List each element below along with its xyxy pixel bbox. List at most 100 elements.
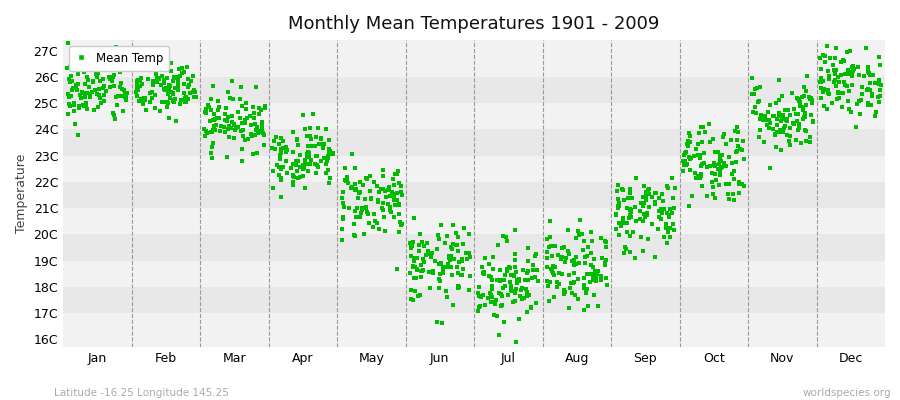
Point (118, 94, 132, 100)
Point (151, 76, 166, 82)
Point (581, 244, 596, 251)
Point (201, 102, 215, 109)
Point (562, 304, 577, 311)
Point (255, 124, 269, 130)
Point (419, 240, 434, 246)
Point (248, 127, 263, 134)
Point (544, 218, 558, 224)
Point (541, 298, 555, 304)
Point (374, 186, 388, 192)
Point (70, 132, 85, 138)
Point (681, 143, 696, 149)
Point (508, 226, 522, 233)
Point (66, 85, 80, 92)
Point (644, 221, 659, 228)
Point (176, 81, 191, 87)
Point (577, 306, 591, 313)
Point (577, 284, 591, 291)
Point (849, 123, 863, 130)
Point (586, 272, 600, 278)
Point (414, 262, 428, 268)
Point (112, 69, 127, 75)
Point (508, 339, 523, 345)
Point (727, 168, 742, 174)
Point (346, 231, 361, 238)
Point (210, 114, 224, 121)
Point (679, 162, 693, 168)
Point (779, 116, 794, 122)
Point (593, 273, 608, 280)
Point (584, 228, 598, 235)
Point (426, 270, 440, 276)
Point (757, 139, 771, 145)
Point (185, 73, 200, 80)
Point (274, 194, 288, 200)
Point (659, 224, 673, 231)
Point (520, 289, 535, 295)
Point (845, 67, 859, 73)
Point (455, 272, 470, 278)
Point (415, 239, 429, 246)
Point (495, 302, 509, 308)
Point (737, 155, 751, 162)
Point (413, 292, 428, 298)
Point (450, 285, 464, 292)
Point (423, 254, 437, 260)
Point (578, 260, 592, 266)
Point (507, 272, 521, 278)
Point (163, 83, 177, 89)
Point (822, 76, 836, 82)
Point (786, 120, 800, 127)
Point (248, 121, 262, 127)
Point (762, 120, 777, 126)
Point (462, 287, 476, 293)
Point (213, 123, 228, 129)
Point (769, 143, 783, 150)
Bar (63, 156, 885, 182)
Point (378, 188, 392, 194)
Point (526, 262, 540, 268)
Point (301, 143, 315, 149)
Point (520, 270, 535, 276)
Point (837, 58, 851, 64)
Point (540, 255, 554, 261)
Point (558, 288, 572, 295)
Point (163, 95, 177, 102)
Point (235, 127, 249, 133)
Point (359, 204, 374, 210)
Point (104, 78, 119, 85)
Point (735, 147, 750, 153)
Point (79, 106, 94, 112)
Point (625, 195, 639, 202)
Point (395, 192, 410, 198)
Point (778, 107, 792, 113)
Point (164, 60, 178, 66)
Point (488, 301, 502, 307)
Point (133, 75, 148, 82)
Point (233, 96, 248, 103)
Point (450, 264, 464, 270)
Point (94, 100, 108, 106)
Point (171, 82, 185, 89)
Point (547, 272, 562, 278)
Point (220, 114, 235, 121)
Point (222, 123, 237, 129)
Point (166, 74, 181, 80)
Point (495, 293, 509, 299)
Point (594, 255, 608, 262)
Point (612, 232, 626, 238)
Point (272, 172, 286, 178)
Point (796, 104, 810, 110)
Point (71, 102, 86, 109)
Point (783, 132, 797, 139)
Point (796, 93, 811, 100)
Point (690, 141, 705, 147)
Point (383, 209, 398, 216)
Point (141, 75, 156, 82)
Point (637, 211, 652, 217)
Point (207, 110, 221, 117)
Point (63, 103, 77, 110)
Point (96, 98, 111, 104)
Bar (63, 313, 885, 339)
Point (377, 214, 392, 220)
